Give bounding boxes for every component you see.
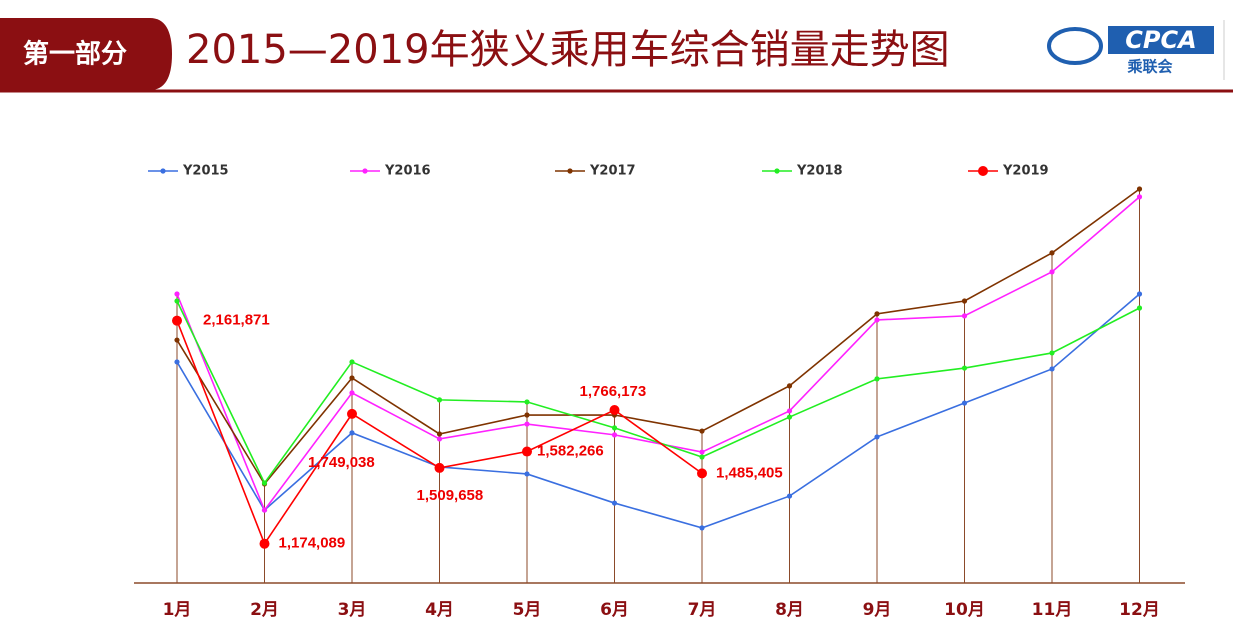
data-point — [697, 468, 707, 479]
data-point — [1136, 291, 1143, 297]
data-point — [524, 399, 530, 405]
data-point — [961, 313, 968, 319]
data-point — [349, 359, 355, 365]
x-tick-label: 3月 — [338, 600, 367, 620]
legend-label: Y2017 — [589, 164, 636, 179]
data-point — [174, 298, 180, 304]
data-point — [874, 311, 880, 317]
data-label: 2,161,871 — [203, 312, 270, 329]
legend-marker — [160, 168, 166, 174]
data-point — [436, 397, 443, 403]
data-point — [961, 400, 968, 406]
x-tick-label: 4月 — [425, 600, 454, 620]
data-point — [524, 471, 530, 477]
data-point — [699, 428, 705, 434]
data-point — [609, 405, 620, 416]
legend-marker — [362, 168, 368, 174]
data-point — [172, 315, 182, 326]
data-point — [349, 390, 355, 396]
x-tick-label: 5月 — [513, 600, 542, 620]
data-label: 1,749,038 — [308, 454, 375, 471]
data-point — [1136, 186, 1143, 192]
data-point — [699, 454, 705, 460]
x-tick-label: 7月 — [688, 600, 717, 620]
data-point — [786, 383, 793, 389]
data-point — [259, 538, 270, 549]
logo: CPCA 乘联会 — [1047, 20, 1225, 80]
data-point — [611, 432, 618, 438]
legend-marker — [978, 166, 988, 176]
x-tick-label: 9月 — [863, 600, 892, 620]
data-point — [524, 412, 530, 418]
series-line — [176, 188, 1140, 486]
series-line — [176, 293, 1141, 529]
data-point — [611, 500, 618, 506]
data-label: 1,766,173 — [580, 383, 647, 400]
x-tick-label: 11月 — [1032, 600, 1073, 620]
data-point — [1136, 305, 1143, 311]
data-point — [1049, 350, 1055, 356]
data-point — [961, 365, 968, 371]
x-tick-label: 1月 — [163, 600, 192, 620]
data-point — [261, 480, 268, 486]
data-point — [522, 446, 532, 457]
section-badge — [0, 18, 172, 90]
x-tick-label: 10月 — [944, 600, 985, 620]
data-point — [434, 462, 445, 473]
data-label: 1,509,658 — [417, 487, 484, 504]
data-point — [874, 376, 880, 382]
section-label: 第一部分 — [23, 39, 127, 70]
x-tick-label: 6月 — [600, 600, 629, 620]
legend-label: Y2016 — [384, 164, 431, 179]
data-point — [786, 408, 793, 414]
logo-box — [1108, 26, 1214, 54]
data-point — [874, 434, 880, 440]
data-point — [874, 317, 880, 323]
data-point — [699, 525, 705, 531]
data-point — [436, 431, 443, 437]
data-point — [174, 291, 180, 297]
x-tick-label: 2月 — [250, 600, 279, 620]
data-point — [1049, 269, 1055, 275]
data-point — [436, 436, 443, 442]
legend-label: Y2019 — [1002, 164, 1049, 179]
data-point — [961, 298, 968, 304]
data-point — [786, 493, 793, 499]
chart-title: 2015—2019年狭义乘用车综合销量走势图 — [186, 27, 950, 73]
data-point — [349, 430, 355, 436]
data-point — [524, 421, 530, 427]
series-line — [176, 196, 1141, 512]
logo-subtitle: 乘联会 — [1126, 58, 1172, 76]
data-label: 1,174,089 — [279, 535, 346, 552]
legend-label: Y2018 — [796, 164, 843, 179]
data-point — [174, 359, 180, 365]
data-point — [1049, 250, 1055, 256]
data-point — [611, 425, 618, 431]
legend-marker — [774, 168, 780, 174]
legend-label: Y2015 — [182, 164, 229, 179]
data-point — [699, 449, 705, 455]
data-label: 1,582,266 — [537, 442, 604, 459]
data-point — [174, 337, 180, 343]
data-point — [349, 375, 355, 381]
logo-mark — [1047, 27, 1103, 65]
logo-text: CPCA — [1125, 26, 1196, 54]
data-label: 1,485,405 — [716, 464, 783, 481]
data-point — [261, 507, 268, 513]
legend-marker — [567, 168, 573, 174]
x-tick-label: 8月 — [775, 600, 804, 620]
data-point — [347, 408, 357, 419]
data-point — [1049, 366, 1055, 372]
data-point — [1136, 194, 1143, 200]
data-point — [786, 414, 793, 420]
x-tick-label: 12月 — [1119, 600, 1160, 620]
